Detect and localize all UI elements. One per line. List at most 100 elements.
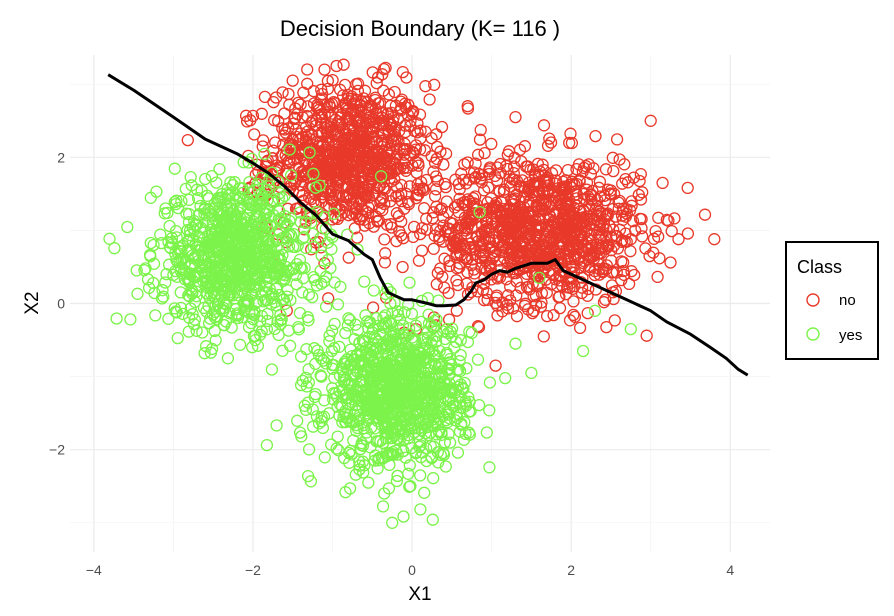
point-no xyxy=(349,115,362,128)
point-yes xyxy=(315,249,328,262)
point-yes xyxy=(348,332,361,346)
y-tick-label: −2 xyxy=(49,442,65,458)
point-yes xyxy=(245,288,259,302)
decision-boundary-line xyxy=(107,73,749,377)
point-no xyxy=(340,101,353,114)
point-yes xyxy=(156,284,169,297)
point-no xyxy=(344,174,357,187)
point-no xyxy=(652,230,665,243)
point-no xyxy=(483,261,496,274)
point-no xyxy=(381,135,395,149)
point-yes xyxy=(246,313,260,326)
point-yes xyxy=(376,376,389,390)
point-yes xyxy=(331,298,345,311)
point-no xyxy=(370,210,383,223)
point-yes xyxy=(369,379,382,392)
point-yes xyxy=(359,309,372,322)
point-yes xyxy=(267,249,281,262)
point-yes xyxy=(452,363,465,376)
point-no xyxy=(399,187,413,200)
point-no xyxy=(293,185,306,199)
point-no xyxy=(442,313,456,326)
point-yes xyxy=(237,250,250,264)
point-no xyxy=(300,109,314,123)
point-yes xyxy=(231,267,244,280)
point-no xyxy=(485,137,498,151)
point-no xyxy=(469,171,482,184)
point-yes xyxy=(238,287,251,300)
point-no xyxy=(505,237,518,250)
point-yes xyxy=(499,371,512,385)
point-yes xyxy=(362,322,375,335)
point-yes xyxy=(214,222,228,236)
point-yes xyxy=(372,435,385,448)
point-yes xyxy=(252,273,265,286)
point-no xyxy=(613,153,626,166)
point-no xyxy=(636,230,649,243)
point-yes xyxy=(198,347,211,360)
point-yes xyxy=(302,376,316,389)
point-yes xyxy=(280,290,294,303)
point-no xyxy=(581,306,594,320)
point-yes xyxy=(186,287,199,300)
point-yes xyxy=(399,451,412,464)
point-yes xyxy=(303,146,316,159)
point-no xyxy=(396,260,409,274)
point-no xyxy=(480,216,494,230)
point-yes xyxy=(363,343,377,356)
point-no xyxy=(521,303,535,316)
point-no xyxy=(625,265,638,278)
point-yes xyxy=(443,352,457,366)
point-no xyxy=(324,121,338,134)
point-yes xyxy=(414,406,427,419)
point-yes xyxy=(248,305,261,318)
point-yes xyxy=(371,319,385,333)
point-no xyxy=(433,233,446,246)
point-no xyxy=(668,212,681,225)
point-no xyxy=(461,100,474,113)
point-yes xyxy=(294,350,308,363)
point-no xyxy=(411,117,424,130)
point-no xyxy=(567,295,580,308)
point-no xyxy=(359,109,373,122)
point-no xyxy=(561,221,575,234)
point-no xyxy=(342,92,355,105)
point-no xyxy=(418,144,432,157)
point-yes xyxy=(377,337,390,350)
point-no xyxy=(290,130,303,144)
point-yes xyxy=(210,313,223,326)
point-yes xyxy=(142,281,156,295)
point-no xyxy=(473,133,487,146)
point-no xyxy=(332,189,346,202)
point-yes xyxy=(305,207,318,220)
point-no xyxy=(336,159,350,173)
point-yes xyxy=(354,348,368,362)
point-yes xyxy=(183,228,196,242)
point-no xyxy=(495,223,508,237)
point-yes xyxy=(365,421,378,434)
point-yes xyxy=(256,189,269,203)
point-no xyxy=(466,253,479,266)
point-yes xyxy=(338,357,351,371)
point-yes xyxy=(155,292,169,305)
point-yes xyxy=(231,206,245,219)
point-yes xyxy=(431,446,444,459)
point-no xyxy=(517,200,531,214)
point-yes xyxy=(291,239,304,252)
point-no xyxy=(378,256,392,269)
point-yes xyxy=(420,454,433,468)
point-no xyxy=(395,93,409,106)
point-no xyxy=(536,158,549,171)
point-no xyxy=(381,107,395,120)
point-yes xyxy=(108,242,121,255)
point-no xyxy=(489,205,502,218)
point-no xyxy=(346,166,360,179)
point-yes xyxy=(415,421,428,434)
point-yes xyxy=(259,285,272,299)
point-no xyxy=(562,239,575,252)
point-yes xyxy=(184,170,197,184)
point-yes xyxy=(225,270,238,283)
point-yes xyxy=(224,176,237,189)
point-no xyxy=(627,171,640,184)
point-no xyxy=(530,201,543,215)
